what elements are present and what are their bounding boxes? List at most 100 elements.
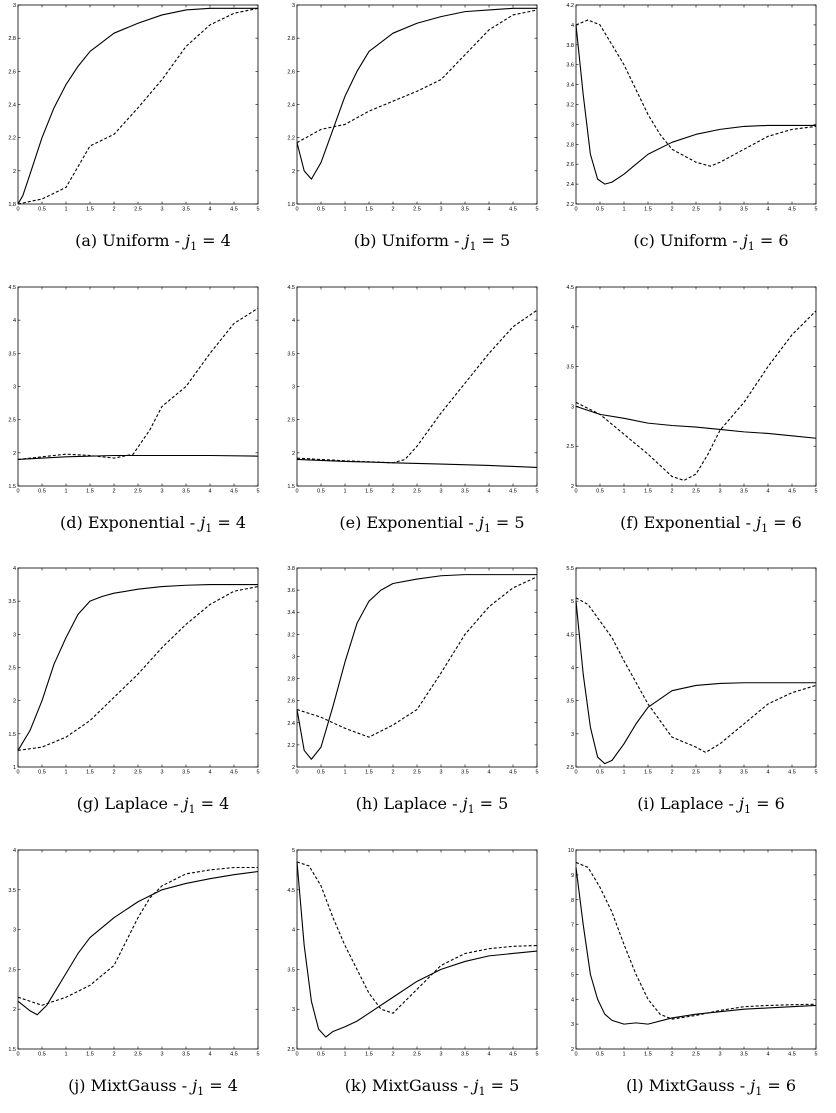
y-tick-label: 3	[292, 654, 295, 660]
x-tick-label: 0	[574, 489, 577, 495]
caption-dash: -	[727, 231, 743, 250]
y-tick-label: 2	[571, 1047, 574, 1053]
x-tick-label: 0.5	[38, 207, 46, 213]
caption-j-value: 6	[791, 513, 802, 532]
x-tick-label: 0	[295, 1052, 298, 1058]
caption-dash: -	[723, 794, 740, 813]
caption-j-value: 5	[500, 231, 511, 250]
y-tick-label: 2	[13, 1007, 16, 1013]
chart-caption: (i) Laplace - j1 = 6	[576, 794, 836, 816]
caption-var: j	[200, 513, 206, 532]
y-tick-label: 2.5	[8, 666, 16, 672]
y-tick-label: 4	[571, 23, 574, 29]
x-tick-label: 4.5	[509, 1052, 517, 1058]
caption-j-value: 6	[785, 1076, 796, 1095]
chart-caption: (b) Uniform - j1 = 5	[297, 231, 567, 253]
chart-panel: 0 0.5 1 1.5 2 2.5 3 3.5 4 4.5 5 1.8 2 2.2 2.4 2.6 2.8 3 (a…	[8, 3, 288, 268]
y-tick-label: 3	[13, 632, 16, 638]
caption-var: j	[185, 231, 191, 250]
y-tick-label: 2.8	[566, 142, 574, 148]
caption-subscript: 1	[483, 522, 491, 536]
x-tick-label: 1.5	[86, 207, 94, 213]
x-tick-label: 2	[670, 1052, 673, 1058]
dashed-series-line	[296, 309, 538, 464]
x-tick-label: 3.5	[182, 770, 190, 776]
caption-dash: -	[184, 513, 201, 532]
y-tick-label: 3.8	[566, 43, 574, 49]
y-tick-label: 10	[568, 848, 574, 854]
x-tick-label: 5	[535, 1052, 538, 1058]
caption-name: MixtGauss	[90, 1076, 177, 1095]
x-tick-label: 1	[64, 1052, 67, 1058]
x-tick-label: 4.5	[788, 207, 796, 213]
x-tick-label: 2	[670, 207, 673, 213]
caption-var: j	[478, 513, 484, 532]
x-tick-label: 4	[766, 770, 769, 776]
y-tick-label: 3.2	[566, 103, 574, 109]
y-tick-label: 3.2	[287, 632, 295, 638]
caption-name: Exponential	[87, 513, 185, 532]
x-tick-label: 3	[160, 489, 163, 495]
x-tick-label: 2	[112, 207, 115, 213]
x-tick-label: 3.5	[740, 1052, 748, 1058]
x-tick-label: 4.5	[230, 1052, 238, 1058]
x-tick-label: 1.5	[365, 489, 373, 495]
y-tick-label: 8	[571, 898, 574, 904]
line-chart: 0 0.5 1 1.5 2 2.5 3 3.5 4 4.5 5 2 3 4 5 6 7 8 9 10	[568, 848, 818, 1058]
x-tick-label: 3	[439, 207, 442, 213]
y-tick-label: 4	[13, 848, 16, 854]
y-tick-label: 2.5	[8, 967, 16, 973]
y-tick-label: 4.5	[287, 888, 295, 894]
x-tick-label: 4.5	[788, 1052, 796, 1058]
y-tick-label: 2.6	[8, 69, 16, 75]
line-chart: 0 0.5 1 1.5 2 2.5 3 3.5 4 4.5 5 2 2.5 3 3.5 4 4.5	[566, 285, 817, 495]
x-tick-label: 3	[718, 207, 721, 213]
chart-caption: (j) MixtGauss - j1 = 4	[18, 1076, 288, 1098]
y-tick-label: 4	[571, 666, 574, 672]
plot-frame	[296, 849, 538, 1050]
chart-panel: 0 0.5 1 1.5 2 2.5 3 3.5 4 4.5 5 2 3 4 5 6 7 8 9 10 (l) MixtG…	[568, 848, 836, 1113]
x-tick-label: 2.5	[692, 770, 700, 776]
y-tick-label: 3.6	[566, 63, 574, 69]
x-tick-label: 4	[766, 1052, 769, 1058]
caption-letter: (l)	[625, 1076, 644, 1095]
y-tick-label: 2	[292, 451, 295, 457]
caption-dash: -	[168, 794, 184, 813]
x-tick-label: 4.5	[788, 489, 796, 495]
caption-name: Uniform	[381, 231, 449, 250]
y-tick-label: 4	[571, 997, 574, 1003]
line-chart: 0 0.5 1 1.5 2 2.5 3 3.5 4 4.5 5 1 1.5 2 2.5 3 3.5 4	[8, 566, 259, 776]
x-tick-label: 0	[295, 207, 298, 213]
x-tick-label: 0	[295, 770, 298, 776]
chart-caption: (a) Uniform - j1 = 4	[18, 231, 288, 253]
caption-var: j	[192, 1076, 198, 1095]
x-tick-label: 0.5	[317, 489, 325, 495]
caption-j-value: 5	[509, 1076, 520, 1095]
caption-dash: -	[463, 513, 479, 532]
x-tick-label: 0.5	[317, 770, 325, 776]
chart-caption: (f) Exponential - j1 = 6	[576, 513, 836, 535]
y-tick-label: 4.5	[566, 632, 574, 638]
y-tick-label: 3	[571, 732, 574, 738]
plot-frame	[296, 4, 538, 205]
plot-frame	[575, 849, 817, 1050]
caption-j-value: 4	[235, 513, 246, 532]
y-tick-label: 1.5	[287, 484, 295, 490]
x-tick-label: 3	[160, 1052, 163, 1058]
solid-series-line	[575, 867, 817, 1025]
caption-eq: =	[485, 1076, 510, 1095]
x-tick-label: 0.5	[596, 207, 604, 213]
x-tick-label: 1.5	[644, 1052, 652, 1058]
dashed-series-line	[296, 576, 538, 738]
chart-caption: (l) MixtGauss - j1 = 6	[576, 1076, 836, 1098]
y-tick-label: 2.2	[8, 136, 16, 142]
caption-dash: -	[734, 1076, 751, 1095]
y-tick-label: 3	[292, 1007, 295, 1013]
x-tick-label: 2	[670, 489, 673, 495]
dashed-series-line	[296, 861, 538, 1014]
x-tick-label: 3.5	[740, 207, 748, 213]
caption-letter: (d)	[60, 513, 83, 532]
x-tick-label: 3	[160, 770, 163, 776]
caption-eq: =	[476, 231, 501, 250]
y-tick-label: 5	[571, 972, 574, 978]
